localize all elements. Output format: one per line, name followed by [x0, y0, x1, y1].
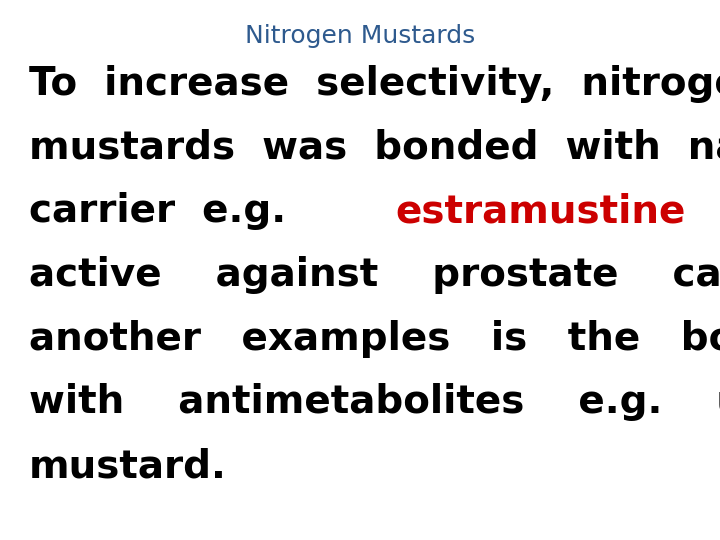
Text: carrier  e.g.: carrier e.g.: [29, 192, 313, 230]
Text: estramustine: estramustine: [395, 192, 685, 230]
Text: another   examples   is   the   bonding: another examples is the bonding: [29, 320, 720, 357]
Text: with    antimetabolites    e.g.    uracil: with antimetabolites e.g. uracil: [29, 383, 720, 421]
Text: mustard.: mustard.: [29, 447, 227, 485]
Text: To  increase  selectivity,  nitrogen: To increase selectivity, nitrogen: [29, 65, 720, 103]
Text: active    against    prostate    cancer,: active against prostate cancer,: [29, 256, 720, 294]
Text: mustards  was  bonded  with  natural: mustards was bonded with natural: [29, 129, 720, 166]
Text: Nitrogen Mustards: Nitrogen Mustards: [245, 24, 475, 48]
